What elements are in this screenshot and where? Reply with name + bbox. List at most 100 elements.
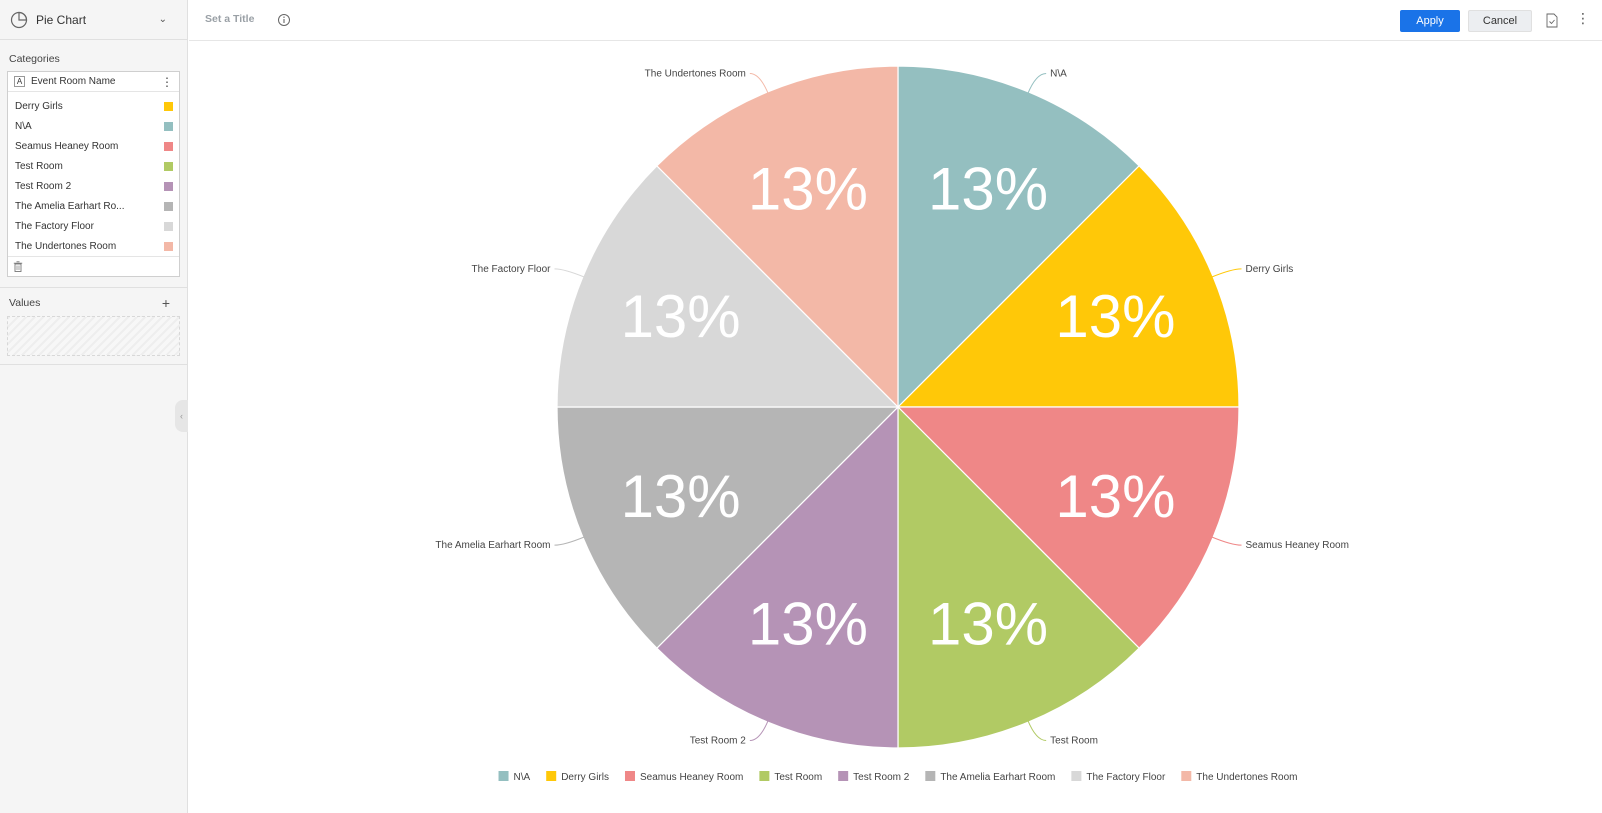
callout-leader-line: [749, 720, 769, 742]
info-icon[interactable]: [277, 13, 291, 27]
slice-category-label: The Factory Floor: [472, 264, 552, 275]
category-color-swatch[interactable]: [164, 101, 173, 111]
legend-swatch: [838, 771, 849, 781]
category-item-label: Test Room 2: [15, 180, 72, 192]
category-footer: [8, 256, 179, 276]
pie-chart: 13% N\A 13% Derry Girls 13% Seamus Heaney Roo…: [435, 65, 1349, 783]
text-type-icon: A: [14, 76, 25, 87]
category-item[interactable]: N\A: [8, 116, 179, 136]
more-options-icon[interactable]: ⋮: [1576, 10, 1590, 26]
chart-type-label: Pie Chart: [36, 12, 87, 27]
slice-percent-label: 13%: [928, 590, 1048, 657]
collapse-sidebar-handle[interactable]: ‹: [175, 400, 188, 432]
slice-percent-label: 13%: [748, 590, 868, 657]
legend-item[interactable]: Seamus Heaney Room: [624, 771, 743, 783]
slice-category-label: Test Room: [1050, 736, 1098, 747]
legend-swatch: [925, 771, 936, 781]
slice-percent-label: 13%: [621, 463, 741, 530]
slice-percent-label: 13%: [748, 156, 868, 223]
category-item[interactable]: Derry Girls: [8, 96, 179, 116]
category-item[interactable]: Seamus Heaney Room: [8, 136, 179, 156]
legend-item[interactable]: Test Room: [759, 771, 822, 783]
slice-category-label: The Undertones Room: [645, 68, 746, 79]
cancel-button[interactable]: Cancel: [1468, 10, 1532, 32]
category-item-label: The Amelia Earhart Ro...: [15, 200, 125, 212]
slice-percent-label: 13%: [1055, 283, 1175, 350]
slice-category-label: Derry Girls: [1246, 264, 1294, 275]
callout-leader-line: [1027, 720, 1047, 742]
toolbar: Set a Title Apply Cancel ⋮: [189, 0, 1602, 41]
categories-title: Categories: [9, 53, 60, 65]
slice-category-label: N\A: [1050, 68, 1067, 79]
legend-item[interactable]: The Undertones Room: [1181, 771, 1297, 783]
category-color-swatch[interactable]: [164, 121, 173, 131]
legend-label: N\A: [514, 772, 531, 783]
legend-swatch: [1071, 771, 1082, 781]
chart-type-selector[interactable]: Pie Chart ⌄: [0, 0, 187, 40]
legend-label: Derry Girls: [561, 772, 609, 783]
category-item[interactable]: The Undertones Room: [8, 236, 179, 256]
category-item[interactable]: Test Room: [8, 156, 179, 176]
callout-leader-line: [554, 536, 585, 546]
category-item-label: N\A: [15, 120, 32, 132]
category-item[interactable]: Test Room 2: [8, 176, 179, 196]
legend-swatch: [1181, 771, 1192, 781]
category-item-label: The Factory Floor: [15, 220, 94, 232]
legend-label: The Amelia Earhart Room: [940, 772, 1055, 783]
category-field-pill[interactable]: A Event Room Name ⋮: [8, 72, 179, 92]
legend-item[interactable]: N\A: [498, 771, 531, 783]
legend-label: The Factory Floor: [1086, 772, 1166, 783]
legend-swatch: [624, 771, 635, 781]
values-drop-zone[interactable]: [7, 316, 180, 356]
category-field-name: Event Room Name: [31, 76, 116, 87]
legend-swatch: [759, 771, 770, 781]
legend-label: Seamus Heaney Room: [640, 772, 743, 783]
slice-category-label: The Amelia Earhart Room: [435, 540, 550, 551]
category-list: Derry Girls N\A Seamus Heaney Room Test Roo…: [8, 92, 179, 256]
category-color-swatch[interactable]: [164, 241, 173, 251]
legend-item[interactable]: The Amelia Earhart Room: [925, 771, 1055, 783]
legend-swatch: [546, 771, 557, 781]
field-more-icon[interactable]: ⋮: [161, 74, 173, 89]
values-header: Values +: [0, 288, 187, 316]
category-item-label: The Undertones Room: [15, 240, 117, 252]
legend-swatch: [498, 771, 509, 781]
callout-leader-line: [1027, 72, 1047, 94]
trash-icon[interactable]: [13, 261, 23, 272]
values-title: Values: [9, 297, 41, 309]
slice-percent-label: 13%: [1055, 463, 1175, 530]
legend-item[interactable]: Test Room 2: [838, 771, 910, 783]
pie-chart-icon: [10, 11, 28, 28]
sidebar: Pie Chart ⌄ Categories A Event Room Name…: [0, 0, 188, 813]
category-color-swatch[interactable]: [164, 161, 173, 171]
callout-leader-line: [554, 268, 585, 278]
divider: [0, 287, 187, 288]
category-color-swatch[interactable]: [164, 201, 173, 211]
add-value-icon[interactable]: +: [161, 295, 170, 311]
legend-item[interactable]: The Factory Floor: [1071, 771, 1166, 783]
category-item-label: Test Room: [15, 160, 63, 172]
chart-legend: N\A Derry Girls Seamus Heaney Room Test Roo…: [498, 771, 1297, 783]
legend-label: The Undertones Room: [1196, 772, 1297, 783]
legend-label: Test Room: [774, 772, 822, 783]
category-color-swatch[interactable]: [164, 141, 173, 151]
slice-category-label: Seamus Heaney Room: [1246, 540, 1349, 551]
categories-box: A Event Room Name ⋮ Derry Girls N\A Seamus…: [7, 71, 180, 277]
callout-leader-line: [1211, 268, 1242, 278]
slice-category-label: Test Room 2: [690, 736, 747, 747]
callout-leader-line: [1211, 536, 1242, 546]
category-item[interactable]: The Amelia Earhart Ro...: [8, 196, 179, 216]
divider: [0, 364, 187, 365]
legend-item[interactable]: Derry Girls: [546, 771, 609, 783]
apply-button[interactable]: Apply: [1400, 10, 1460, 32]
category-color-swatch[interactable]: [164, 221, 173, 231]
chevron-down-icon[interactable]: ⌄: [158, 14, 167, 25]
category-item-label: Derry Girls: [15, 100, 63, 112]
slice-percent-label: 13%: [621, 283, 741, 350]
category-color-swatch[interactable]: [164, 181, 173, 191]
chart-title-input[interactable]: Set a Title: [205, 13, 255, 25]
category-item[interactable]: The Factory Floor: [8, 216, 179, 236]
slice-percent-label: 13%: [928, 156, 1048, 223]
category-item-label: Seamus Heaney Room: [15, 140, 119, 152]
export-icon[interactable]: [1546, 13, 1558, 28]
